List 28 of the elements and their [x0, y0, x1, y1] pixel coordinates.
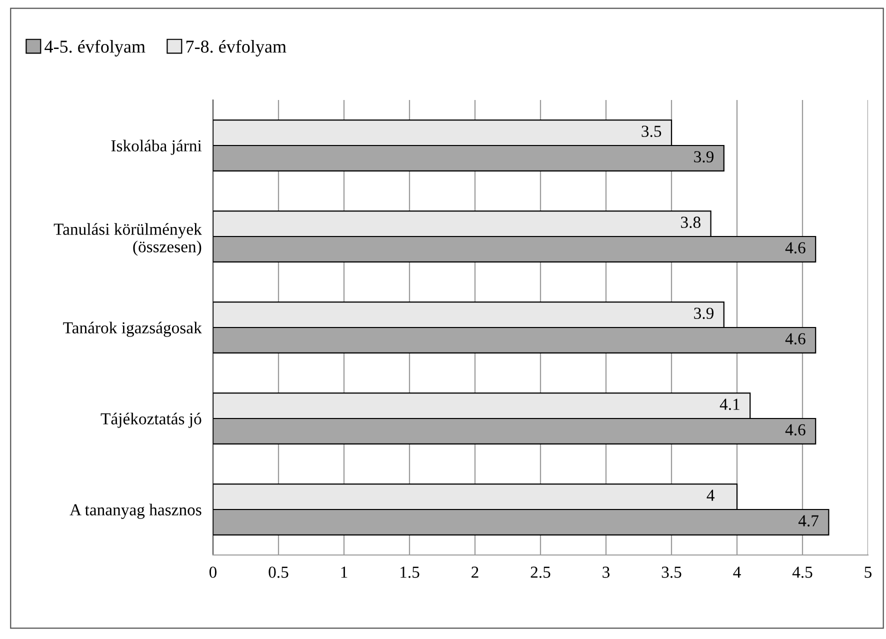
- data-label: 4.6: [785, 242, 806, 254]
- data-label: 4: [706, 490, 715, 501]
- x-tick-label: 0.5: [268, 566, 288, 578]
- data-label: 4.1: [720, 398, 740, 410]
- data-label: 3.9: [694, 151, 714, 162]
- y-tick-label: A tananyag hasznos: [70, 504, 202, 519]
- x-tick-label: 3: [602, 566, 610, 578]
- y-tick-label: Tanárok igazságosak: [63, 322, 202, 337]
- legend-label: 4-5. évfolyam: [44, 40, 146, 56]
- data-label: 3.8: [681, 216, 700, 228]
- y-tick-label: Tanulási körülmények (összesen): [54, 223, 202, 256]
- x-tick-label: 2: [472, 566, 478, 578]
- data-label: 4.7: [798, 515, 818, 526]
- data-label: 4.6: [785, 333, 806, 344]
- data-label: 3.9: [694, 308, 714, 320]
- data-label: 3.5: [642, 126, 662, 138]
- x-tick-label: 2.5: [530, 566, 550, 578]
- x-tick-label: 1: [341, 566, 348, 578]
- x-tick-label: 0: [209, 566, 217, 578]
- legend-label: 7-8. évfolyam: [186, 40, 286, 56]
- x-tick-label: 1.5: [400, 566, 420, 578]
- x-tick-label: 3.5: [662, 566, 682, 578]
- data-label: 4.6: [785, 424, 806, 436]
- y-tick-label: Tájékoztatás jó: [100, 412, 202, 428]
- x-tick-label: 4: [733, 566, 741, 578]
- x-tick-label: 4.5: [792, 566, 812, 578]
- x-tick-label: 5: [864, 566, 872, 578]
- y-tick-label: Iskolába járni: [111, 140, 202, 155]
